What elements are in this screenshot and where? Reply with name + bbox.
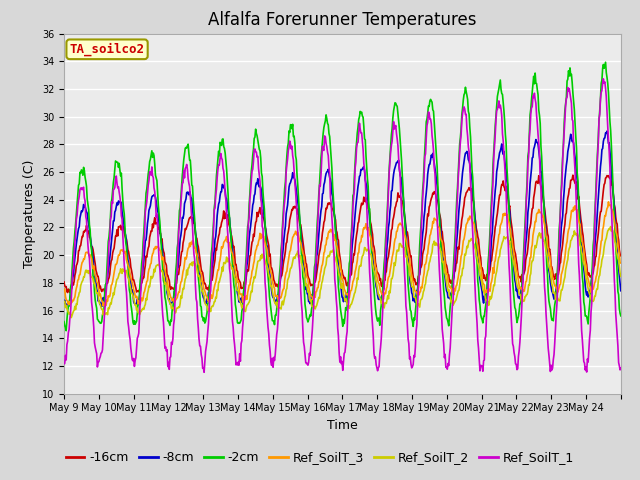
Ref_SoilT_1 xyxy=(401,268,408,274)
-8cm xyxy=(228,246,236,252)
Ref_SoilT_1 xyxy=(432,186,440,192)
Ref_SoilT_1 xyxy=(617,365,625,371)
-8cm xyxy=(62,305,70,311)
-8cm xyxy=(126,273,134,279)
-16cm xyxy=(126,256,134,262)
-8cm xyxy=(277,266,285,272)
Ref_SoilT_3 xyxy=(60,286,68,292)
-16cm xyxy=(277,273,285,279)
-2cm xyxy=(432,142,440,147)
Ref_SoilT_3 xyxy=(102,303,109,309)
-8cm xyxy=(603,128,611,134)
Ref_SoilT_2 xyxy=(60,299,68,304)
Line: Ref_SoilT_3: Ref_SoilT_3 xyxy=(64,202,621,306)
-2cm xyxy=(126,290,134,296)
Ref_SoilT_3 xyxy=(617,260,625,266)
Ref_SoilT_2 xyxy=(126,283,134,288)
Ref_SoilT_3 xyxy=(277,295,285,300)
Ref_SoilT_1 xyxy=(228,318,236,324)
-16cm xyxy=(256,205,264,211)
-16cm xyxy=(432,192,440,198)
-2cm xyxy=(401,211,408,217)
Line: -8cm: -8cm xyxy=(64,131,621,308)
Ref_SoilT_2 xyxy=(228,265,236,271)
Line: -2cm: -2cm xyxy=(64,62,621,331)
Y-axis label: Temperatures (C): Temperatures (C) xyxy=(23,159,36,268)
-16cm xyxy=(617,253,625,259)
Ref_SoilT_1 xyxy=(256,179,264,184)
Ref_SoilT_2 xyxy=(256,258,264,264)
-2cm xyxy=(617,313,625,319)
Ref_SoilT_1 xyxy=(277,262,285,267)
-8cm xyxy=(60,300,68,306)
Line: Ref_SoilT_1: Ref_SoilT_1 xyxy=(64,79,621,372)
Ref_SoilT_2 xyxy=(607,224,614,229)
-16cm xyxy=(66,289,74,295)
Ref_SoilT_3 xyxy=(605,199,612,205)
-2cm xyxy=(62,328,70,334)
Ref_SoilT_3 xyxy=(401,232,408,238)
-16cm xyxy=(228,238,236,244)
Ref_SoilT_3 xyxy=(126,272,134,277)
-16cm xyxy=(569,172,577,178)
-2cm xyxy=(256,148,264,154)
Legend: -16cm, -8cm, -2cm, Ref_SoilT_3, Ref_SoilT_2, Ref_SoilT_1: -16cm, -8cm, -2cm, Ref_SoilT_3, Ref_Soil… xyxy=(61,446,579,469)
-2cm xyxy=(228,261,236,267)
Title: Alfalfa Forerunner Temperatures: Alfalfa Forerunner Temperatures xyxy=(208,11,477,29)
Ref_SoilT_3 xyxy=(228,251,236,256)
Ref_SoilT_1 xyxy=(60,361,68,367)
Ref_SoilT_1 xyxy=(600,76,607,82)
-2cm xyxy=(60,319,68,324)
-2cm xyxy=(277,247,285,253)
-8cm xyxy=(617,288,625,294)
X-axis label: Time: Time xyxy=(327,419,358,432)
Ref_SoilT_1 xyxy=(200,370,208,375)
-8cm xyxy=(401,213,408,219)
Ref_SoilT_2 xyxy=(432,240,440,245)
Ref_SoilT_1 xyxy=(125,331,133,337)
-8cm xyxy=(256,183,264,189)
Line: Ref_SoilT_2: Ref_SoilT_2 xyxy=(64,227,621,318)
Ref_SoilT_3 xyxy=(256,230,264,236)
-16cm xyxy=(401,212,408,218)
Ref_SoilT_2 xyxy=(277,306,285,312)
Ref_SoilT_2 xyxy=(617,274,625,279)
Ref_SoilT_2 xyxy=(67,315,75,321)
Text: TA_soilco2: TA_soilco2 xyxy=(70,43,145,56)
-2cm xyxy=(602,60,609,65)
Line: -16cm: -16cm xyxy=(64,175,621,292)
-16cm xyxy=(60,279,68,285)
Ref_SoilT_2 xyxy=(401,245,408,251)
-8cm xyxy=(432,170,440,176)
Ref_SoilT_3 xyxy=(432,217,440,223)
